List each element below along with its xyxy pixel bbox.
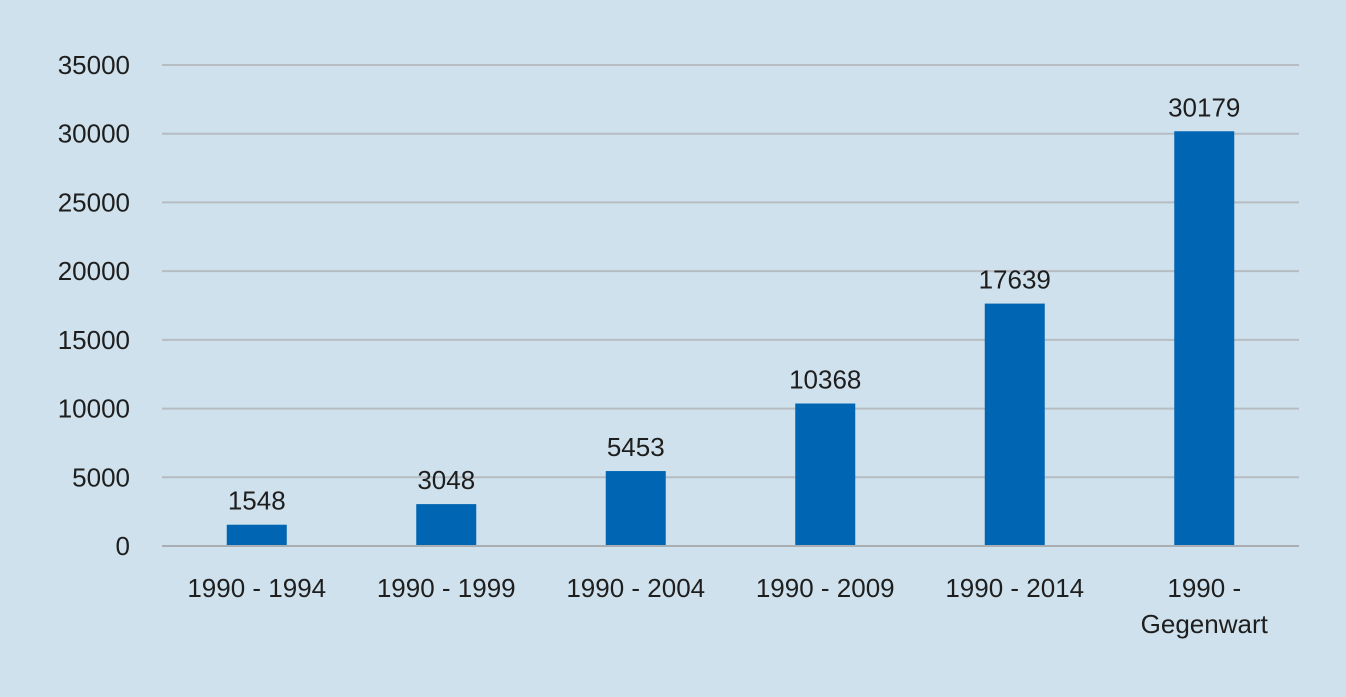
x-category-label: 1990 - 2004 — [566, 573, 705, 603]
data-label: 17639 — [979, 265, 1051, 295]
x-category-label: 1990 - 2009 — [756, 573, 895, 603]
data-label: 1548 — [228, 486, 286, 516]
y-tick-label: 5000 — [72, 462, 130, 492]
bar — [416, 504, 477, 546]
x-category-label: 1990 -Gegenwart — [1141, 573, 1269, 639]
data-label: 5453 — [607, 432, 665, 462]
data-label: 10368 — [789, 365, 861, 395]
data-labels: 1548 3048 5453 10368 17639 30179 — [228, 92, 1241, 515]
bar — [1174, 131, 1235, 546]
y-tick-label: 20000 — [58, 256, 130, 286]
bar — [984, 303, 1045, 546]
bars — [226, 131, 1235, 546]
bar — [605, 471, 666, 546]
gridlines — [162, 64, 1299, 479]
y-tick-label: 0 — [116, 531, 130, 561]
bar — [795, 403, 856, 546]
data-label: 3048 — [417, 465, 475, 495]
y-tick-label: 15000 — [58, 325, 130, 355]
y-tick-label: 30000 — [58, 119, 130, 149]
y-tick-label: 10000 — [58, 394, 130, 424]
y-tick-label: 35000 — [58, 50, 130, 80]
x-axis-category-labels: 1990 - 1994 1990 - 1999 1990 - 2004 1990 - … — [187, 573, 1268, 639]
x-category-label: 1990 - 1999 — [377, 573, 516, 603]
y-axis-tick-labels: 0 5000 10000 15000 20000 25000 30000 35000 — [58, 50, 130, 561]
x-category-label: 1990 - 2014 — [945, 573, 1084, 603]
x-category-label: 1990 - 1994 — [187, 573, 326, 603]
data-label: 30179 — [1168, 92, 1240, 122]
bar — [226, 524, 287, 546]
y-tick-label: 25000 — [58, 187, 130, 217]
